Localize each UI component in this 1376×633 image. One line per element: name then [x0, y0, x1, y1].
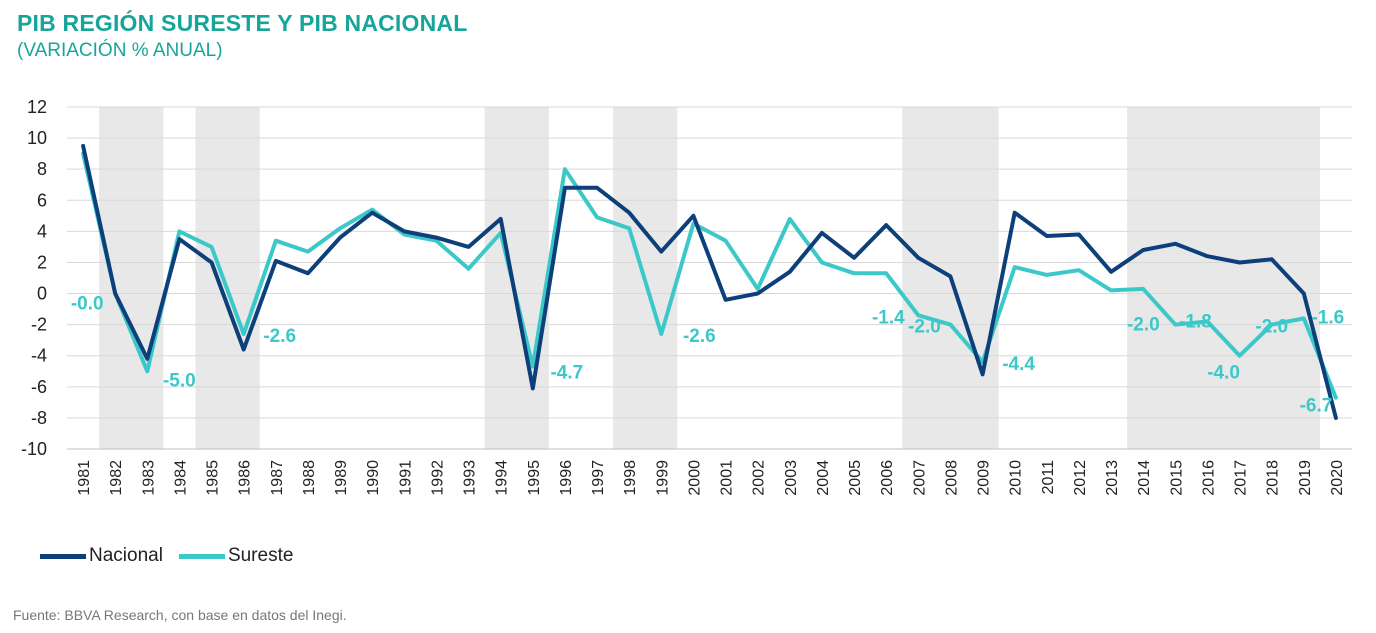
x-tick-label: 2019 — [1297, 460, 1314, 496]
shaded-period-2 — [484, 107, 549, 449]
x-tick-label: 1994 — [494, 460, 511, 496]
data-label-1982: -0.0 — [71, 294, 104, 315]
data-label-1983: -5.0 — [163, 370, 196, 391]
x-tick-label: 2018 — [1265, 460, 1282, 496]
x-tick-label: 2017 — [1233, 460, 1250, 496]
x-tick-label: 2004 — [815, 460, 832, 496]
y-tick-label: 12 — [27, 97, 47, 117]
x-tick-label: 2002 — [751, 460, 768, 496]
y-tick-label: -2 — [31, 315, 47, 335]
x-tick-label: 1988 — [301, 460, 318, 496]
data-label-2008: -2.0 — [908, 317, 941, 338]
legend-label-nacional: Nacional — [89, 545, 163, 566]
x-tick-label: 2001 — [719, 460, 736, 496]
x-tick-label: 1999 — [654, 460, 671, 496]
y-tick-label: -4 — [31, 346, 47, 366]
data-label-2018: -2.0 — [1255, 317, 1288, 338]
data-label-2019: -1.6 — [1311, 307, 1344, 328]
series-line-sureste — [81, 151, 1338, 400]
legend-label-sureste: Sureste — [227, 545, 294, 566]
x-tick-label: 2008 — [943, 460, 960, 496]
x-tick-label: 2007 — [911, 460, 928, 496]
source-note: Fuente: BBVA Research, con base en datos… — [13, 607, 347, 623]
x-tick-label: 2005 — [847, 460, 864, 496]
x-tick-label: 2015 — [1168, 460, 1185, 496]
data-label-2009: -4.4 — [1002, 354, 1035, 375]
x-tick-label: 2012 — [1072, 460, 1089, 496]
data-label-2020: -6.7 — [1300, 396, 1333, 417]
data-label-2016: -1.8 — [1179, 312, 1212, 333]
y-tick-label: 0 — [37, 284, 47, 304]
x-tick-label: 1996 — [558, 460, 575, 496]
y-tick-label: -8 — [31, 408, 47, 428]
x-tick-label: 1987 — [269, 460, 286, 496]
x-tick-label: 2010 — [1008, 460, 1025, 496]
series-line-nacional — [81, 143, 1338, 420]
data-label-1986: -2.6 — [263, 326, 296, 347]
data-label-1999: -2.6 — [683, 326, 716, 347]
x-tick-label: 1997 — [590, 460, 607, 496]
legend-swatch-sureste — [178, 553, 225, 559]
x-tick-label: 1998 — [622, 460, 639, 496]
x-tick-label: 1985 — [205, 460, 222, 496]
x-tick-label: 2000 — [686, 460, 703, 496]
x-tick-label: 1981 — [76, 460, 93, 496]
x-tick-label: 1990 — [365, 460, 382, 496]
x-tick-label: 1984 — [172, 460, 189, 496]
data-label-2015: -2.0 — [1127, 315, 1160, 336]
y-tick-label: 8 — [37, 159, 47, 179]
x-tick-label: 1995 — [526, 460, 543, 496]
x-tick-label: 2013 — [1104, 460, 1121, 496]
chart-title: PIB REGIÓN SURESTE Y PIB NACIONAL — [17, 10, 468, 36]
y-tick-label: -6 — [31, 377, 47, 397]
x-tick-label: 2016 — [1200, 460, 1217, 496]
x-tick-label: 2003 — [783, 460, 800, 496]
x-tick-label: 2020 — [1329, 460, 1346, 496]
shaded-period-0 — [99, 107, 164, 449]
x-tick-label: 1992 — [429, 460, 446, 496]
x-tick-label: 1993 — [462, 460, 479, 496]
x-tick-label: 1991 — [397, 460, 414, 496]
x-tick-label: 2014 — [1136, 460, 1153, 496]
x-tick-label: 1983 — [140, 460, 157, 496]
chart-subtitle: (VARIACIÓN % ANUAL) — [17, 40, 223, 61]
y-tick-label: 4 — [37, 221, 47, 241]
x-tick-label: 2011 — [1040, 460, 1057, 495]
data-label-2007: -1.4 — [872, 307, 905, 328]
data-label-1995: -4.7 — [550, 363, 583, 384]
x-tick-label: 2006 — [879, 460, 896, 496]
x-tick-label: 2009 — [976, 460, 993, 496]
x-tick-label: 1986 — [237, 460, 254, 496]
y-tick-label: 10 — [27, 128, 47, 148]
shaded-period-1 — [195, 107, 260, 449]
data-label-2017: -4.0 — [1207, 363, 1240, 384]
legend-item-sureste: Sureste — [178, 545, 294, 567]
x-tick-label: 1989 — [333, 460, 350, 496]
y-tick-label: -10 — [21, 439, 47, 459]
legend-item-nacional: Nacional — [40, 545, 163, 567]
y-tick-label: 6 — [37, 190, 47, 210]
y-tick-label: 2 — [37, 252, 47, 272]
legend: Nacional Sureste — [40, 545, 309, 567]
x-tick-label: 1982 — [108, 460, 125, 496]
legend-swatch-nacional — [40, 553, 86, 559]
